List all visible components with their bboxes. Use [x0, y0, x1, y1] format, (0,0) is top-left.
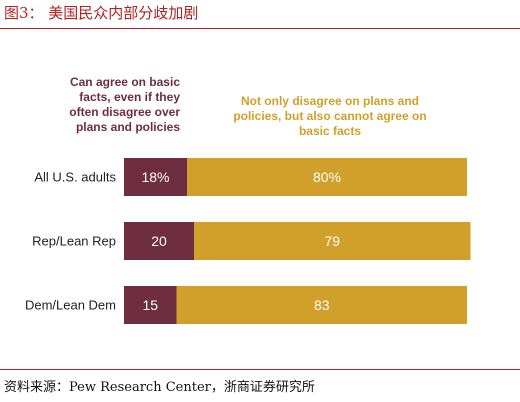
legend-line: facts, even if they [79, 90, 180, 104]
source-divider [0, 369, 520, 370]
legend-line: plans and policies [75, 120, 180, 134]
legend-line: often disagree over [69, 105, 180, 119]
legend-line: policies, but also cannot agree on [233, 109, 427, 123]
data-label: 83 [314, 297, 330, 313]
bar-segment-agree [124, 222, 194, 260]
bar-segment-disagree [194, 222, 471, 260]
figure-source: 资料来源：Pew Research Center，浙商证券研究所 [4, 380, 315, 395]
legend-series-disagree: Not only disagree on plans and policies,… [200, 94, 460, 139]
legend-series-agree: Can agree on basic facts, even if they o… [20, 75, 180, 135]
legend-line: Can agree on basic [69, 75, 180, 89]
category-label: Rep/Lean Rep [32, 234, 116, 249]
bar-segment-disagree [187, 158, 467, 196]
data-label: 15 [142, 297, 158, 313]
category-label: Dem/Lean Dem [25, 298, 116, 313]
bar-segment-agree [124, 158, 187, 196]
figure-title: 图3： 美国民众内部分歧加剧 [4, 4, 199, 22]
data-label: 20 [151, 233, 167, 249]
data-label: 80% [313, 169, 341, 185]
bar-segment-agree [124, 286, 177, 324]
data-label: 18% [141, 169, 169, 185]
legend-line: basic facts [298, 124, 362, 138]
data-label: 79 [324, 233, 340, 249]
title-divider [0, 28, 520, 29]
category-label: All U.S. adults [34, 170, 116, 185]
bar-segment-disagree [176, 286, 467, 324]
legend-line: Not only disagree on plans and [240, 94, 420, 108]
